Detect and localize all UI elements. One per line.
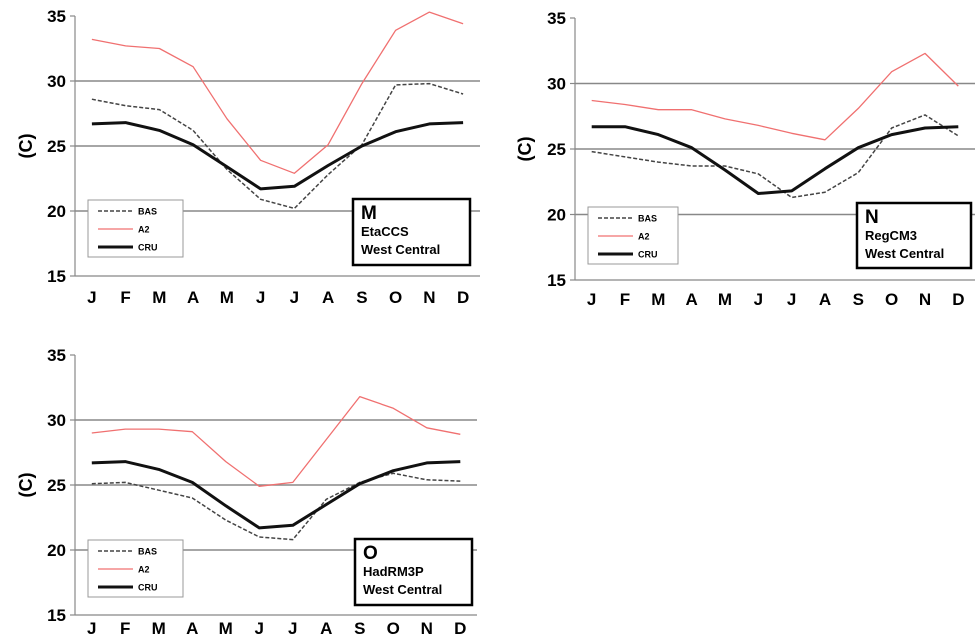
x-tick-label: O <box>389 288 402 307</box>
x-tick-label: J <box>256 288 265 307</box>
y-tick-label: 30 <box>47 411 66 430</box>
series-line-a2 <box>91 11 464 174</box>
panel-model: RegCM3 <box>865 228 917 243</box>
legend: BAS A2 CRU <box>87 199 184 258</box>
y-tick-label: 15 <box>47 267 66 286</box>
x-tick-label: M <box>152 619 166 638</box>
x-tick-label: O <box>885 290 898 309</box>
legend-label: A2 <box>638 232 650 242</box>
legend-label: BAS <box>138 547 157 557</box>
panel-model: EtaCCS <box>361 224 409 239</box>
panel-region: West Central <box>363 582 442 597</box>
legend-label: BAS <box>638 214 657 224</box>
panel-label-frame <box>351 197 472 267</box>
y-tick-label: 35 <box>47 346 66 365</box>
x-tick-label: A <box>322 288 334 307</box>
y-axis-label: (C) <box>16 473 36 498</box>
x-tick-label: M <box>220 288 234 307</box>
panel-region: West Central <box>865 246 944 261</box>
y-tick-label: 30 <box>547 75 566 94</box>
x-tick-label: D <box>454 619 466 638</box>
x-tick-label: J <box>754 290 763 309</box>
series-line-bas <box>91 82 464 210</box>
legend: BAS A2 CRU <box>87 539 184 598</box>
x-tick-label: A <box>320 619 332 638</box>
panel-model: HadRM3P <box>363 564 424 579</box>
series-line-bas <box>591 114 959 199</box>
x-tick-label: N <box>919 290 931 309</box>
legend-label: CRU <box>138 243 158 253</box>
x-tick-label: J <box>87 288 96 307</box>
series-line-cru <box>91 121 464 191</box>
x-tick-label: J <box>288 619 297 638</box>
x-tick-label: J <box>787 290 796 309</box>
series-line-a2 <box>591 52 959 141</box>
y-tick-label: 20 <box>547 206 566 225</box>
x-tick-label: J <box>255 619 264 638</box>
x-tick-label: J <box>87 619 96 638</box>
y-tick-label: 25 <box>47 137 66 156</box>
series-line-cru <box>91 460 461 530</box>
y-tick-label: 15 <box>47 606 66 625</box>
y-tick-label: 25 <box>547 140 566 159</box>
x-tick-label: M <box>718 290 732 309</box>
legend-label: A2 <box>138 565 150 575</box>
x-tick-label: D <box>952 290 964 309</box>
series-line-cru <box>591 125 959 195</box>
panel-region: West Central <box>361 242 440 257</box>
y-tick-label: 20 <box>47 202 66 221</box>
legend: BAS A2 CRU <box>587 206 679 265</box>
y-axis-label: (C) <box>515 137 535 162</box>
x-tick-label: J <box>290 288 299 307</box>
panel-letter: O <box>363 543 378 564</box>
y-axis-label: (C) <box>16 134 36 159</box>
x-tick-label: A <box>686 290 698 309</box>
y-tick-label: 25 <box>47 476 66 495</box>
y-tick-label: 35 <box>547 9 566 28</box>
x-tick-label: A <box>187 288 199 307</box>
y-tick-label: 30 <box>47 72 66 91</box>
x-tick-label: M <box>152 288 166 307</box>
legend-label: A2 <box>138 225 150 235</box>
panel-letter: M <box>361 203 377 224</box>
series-line-bas <box>91 472 461 541</box>
legend-label: CRU <box>638 250 658 260</box>
panel-letter: N <box>865 207 879 228</box>
panel-label-frame <box>855 201 973 270</box>
x-tick-label: F <box>120 288 130 307</box>
x-tick-label: F <box>620 290 630 309</box>
x-tick-label: J <box>587 290 596 309</box>
x-tick-label: D <box>457 288 469 307</box>
x-tick-label: S <box>354 619 365 638</box>
x-tick-label: O <box>387 619 400 638</box>
x-tick-label: A <box>819 290 831 309</box>
y-tick-label: 35 <box>47 7 66 26</box>
x-tick-label: S <box>853 290 864 309</box>
panel-label-frame <box>353 537 474 607</box>
x-tick-label: F <box>120 619 130 638</box>
series-line-a2 <box>91 395 461 487</box>
legend-label: CRU <box>138 583 158 593</box>
x-tick-label: A <box>186 619 198 638</box>
x-tick-label: M <box>651 290 665 309</box>
legend-label: BAS <box>138 207 157 217</box>
y-tick-label: 15 <box>547 271 566 290</box>
x-tick-label: M <box>219 619 233 638</box>
x-tick-label: S <box>356 288 367 307</box>
y-tick-label: 20 <box>47 541 66 560</box>
x-tick-label: N <box>421 619 433 638</box>
x-tick-label: N <box>423 288 435 307</box>
